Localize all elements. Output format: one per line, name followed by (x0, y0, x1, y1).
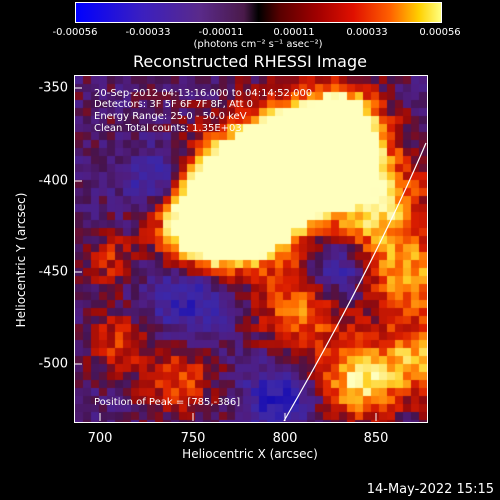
x-tick-label: 800 (272, 431, 298, 446)
info-energy-range: Energy Range: 25.0 - 50.0 keV (94, 111, 247, 122)
axis-tick-marks (74, 87, 377, 421)
x-axis-label: Heliocentric X (arcsec) (182, 447, 318, 461)
x-tick-label: 850 (363, 431, 389, 446)
colorbar-tick: 0.00056 (419, 27, 461, 38)
colorbar-tick: -0.00033 (125, 27, 171, 38)
solar-limb-line (74, 87, 427, 422)
info-time-range: 20-Sep-2012 04:13:16.000 to 04:14:52.000 (94, 88, 313, 99)
y-tick-label: -350 (38, 80, 68, 96)
x-tick-label: 700 (87, 431, 113, 446)
image-plot-area (74, 75, 428, 423)
rhessi-image-heatmap (75, 76, 427, 422)
colorbar-unit-label: (photons cm⁻² s⁻¹ asec⁻²) (193, 39, 323, 50)
colorbar-tick: -0.00011 (198, 27, 244, 38)
y-tick-label: -500 (38, 356, 68, 372)
limb-curve (283, 142, 427, 422)
info-detectors: Detectors: 3F 5F 6F 7F 8F, Att 0 (94, 99, 254, 110)
colorbar-tick: 0.00033 (346, 27, 388, 38)
y-tick-label: -450 (38, 264, 68, 280)
plot-title: Reconstructed RHESSI Image (133, 52, 367, 71)
colorbar-tick: 0.00011 (273, 27, 315, 38)
colorbar-tick: -0.00056 (52, 27, 98, 38)
x-tick-label: 750 (180, 431, 206, 446)
date-stamp: 14-May-2022 15:15 (366, 482, 494, 497)
info-peak-position: Position of Peak = [785,-386] (94, 397, 241, 408)
y-tick-label: -400 (38, 173, 68, 189)
info-method: Clean Total counts: 1.35E+03 (94, 123, 242, 134)
y-axis-label: Heliocentric Y (arcsec) (14, 192, 28, 328)
colorbar (75, 2, 442, 23)
